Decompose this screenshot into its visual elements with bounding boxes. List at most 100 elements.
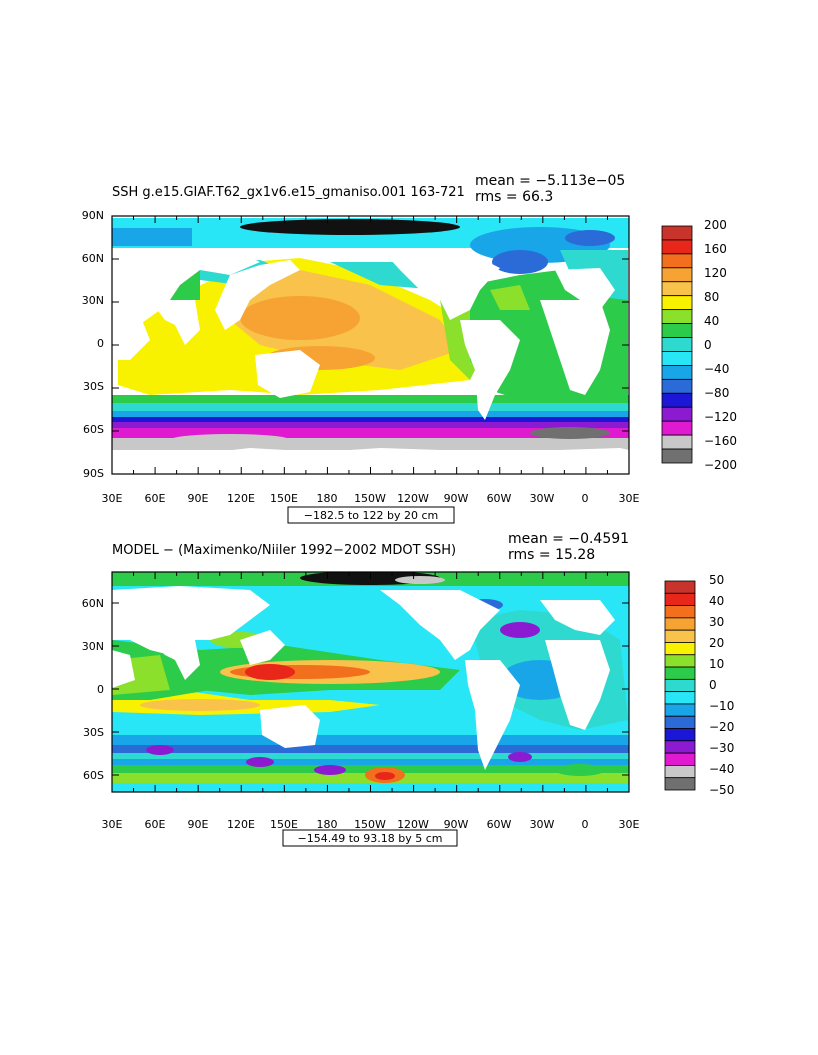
colorbar-label: 20 [709, 636, 724, 650]
colorbar-swatch [661, 392, 693, 408]
colorbar-labels: 50 40 30 20 10 0 −10 −20 −30 −40 −50 [709, 573, 734, 797]
colorbar-swatch [664, 703, 696, 717]
lat-label: 30N [82, 294, 104, 307]
lat-label: 30N [82, 640, 104, 653]
lon-label: 30W [530, 492, 555, 505]
colorbar-label: 40 [709, 594, 724, 608]
lon-label: 150W [354, 818, 386, 831]
colorbar-label: 40 [704, 314, 719, 328]
stats-rms: rms = 15.28 [508, 547, 595, 563]
lon-label: 30E [619, 492, 640, 505]
colorbar-swatch [664, 580, 696, 594]
lon-label: 120E [227, 818, 255, 831]
lat-label: 0 [97, 337, 104, 350]
stats-mean: mean = −5.113e−05 [475, 173, 625, 189]
stats-mean: mean = −0.4591 [508, 531, 629, 547]
colorbar-label: 160 [704, 242, 727, 256]
colorbar-swatch [661, 309, 693, 324]
contour-info-box [282, 829, 458, 847]
colorbar-swatch [664, 728, 696, 742]
colorbar-label: 120 [704, 266, 727, 280]
colorbar-label: 0 [704, 338, 712, 352]
colorbar [664, 580, 696, 791]
lat-label: 60N [82, 597, 104, 610]
lon-label: 90E [188, 818, 209, 831]
colorbar-swatch [664, 617, 696, 631]
colorbar-swatch [661, 434, 693, 450]
colorbar-label: −40 [709, 762, 734, 776]
colorbar-label: 30 [709, 615, 724, 629]
colorbar-label: −20 [709, 720, 734, 734]
lon-labels: 30E 60E 90E 120E 150E 180 150W 120W 90W … [102, 818, 640, 831]
contour-info-box [287, 506, 455, 524]
colorbar-swatch [661, 225, 693, 241]
colorbar-swatch [661, 239, 693, 255]
lon-label: 150E [270, 818, 298, 831]
lon-label: 30W [530, 818, 555, 831]
colorbar-label: −50 [709, 783, 734, 797]
contour-info: −154.49 to 93.18 by 5 cm [298, 832, 443, 845]
colorbar-swatch [664, 765, 696, 779]
colorbar-swatch [664, 642, 696, 656]
lon-label: 90W [444, 818, 469, 831]
colorbar-labels: 200 160 120 80 40 0 −40 −80 −120 −160 −2… [704, 218, 737, 472]
colorbar-swatch [664, 715, 696, 729]
colorbar-swatch [664, 691, 696, 705]
colorbar-label: −200 [704, 458, 737, 472]
panel-ssh: SSH g.e15.GIAF.T62_gx1v6.e15_gmaniso.001… [82, 173, 737, 524]
lat-label: 90S [83, 467, 104, 480]
lon-label: 0 [582, 492, 589, 505]
lat-label: 30S [83, 380, 104, 393]
colorbar-swatch [661, 323, 693, 338]
colorbar-label: 0 [709, 678, 717, 692]
colorbar-swatch [661, 351, 693, 366]
lon-label: 180 [317, 818, 338, 831]
lon-label: 60W [487, 492, 512, 505]
diff-map-field [112, 572, 629, 792]
colorbar-swatch [664, 654, 696, 668]
lat-label: 0 [97, 683, 104, 696]
lon-label: 60E [145, 492, 166, 505]
lon-label: 90E [188, 492, 209, 505]
colorbar-swatch [661, 406, 693, 422]
colorbar-label: 10 [709, 657, 724, 671]
colorbar-label: −160 [704, 434, 737, 448]
lat-labels: 90N 60N 30N 0 30S 60S 90S [82, 209, 104, 480]
colorbar-swatch [661, 420, 693, 436]
lon-label: 30E [102, 492, 123, 505]
panel-model-diff: MODEL − (Maximenko/Niiler 1992−2002 MDOT… [82, 531, 734, 847]
colorbar-label: 80 [704, 290, 719, 304]
contour-info: −182.5 to 122 by 20 cm [304, 509, 438, 522]
lon-label: 0 [582, 818, 589, 831]
lon-labels: 30E 60E 90E 120E 150E 180 150W 120W 90W … [102, 492, 640, 505]
lon-label: 30E [102, 818, 123, 831]
panel-title: SSH g.e15.GIAF.T62_gx1v6.e15_gmaniso.001… [112, 185, 465, 200]
lon-label: 30E [619, 818, 640, 831]
colorbar-label: −10 [709, 699, 734, 713]
colorbar-label: −80 [704, 386, 729, 400]
colorbar-label: −30 [709, 741, 734, 755]
colorbar-swatch [661, 253, 693, 269]
lon-label: 150E [270, 492, 298, 505]
colorbar-swatch [664, 605, 696, 619]
colorbar-swatch [664, 629, 696, 643]
colorbar-label: −120 [704, 410, 737, 424]
lat-label: 60S [83, 423, 104, 436]
lon-label: 120W [397, 818, 429, 831]
colorbar-swatch [664, 592, 696, 606]
colorbar-swatch [661, 267, 693, 283]
lon-label: 120E [227, 492, 255, 505]
colorbar-label: 200 [704, 218, 727, 232]
ssh-map-field [112, 216, 629, 474]
colorbar-swatch [661, 295, 693, 311]
lon-label: 90W [444, 492, 469, 505]
lon-label: 60W [487, 818, 512, 831]
stats-rms: rms = 66.3 [475, 189, 553, 205]
colorbar-swatch [661, 337, 693, 352]
lat-label: 90N [82, 209, 104, 222]
lon-label: 60E [145, 818, 166, 831]
colorbar-swatch [661, 448, 693, 464]
colorbar-swatch [664, 678, 696, 693]
colorbar-label: 50 [709, 573, 724, 587]
colorbar-swatch [661, 365, 693, 380]
